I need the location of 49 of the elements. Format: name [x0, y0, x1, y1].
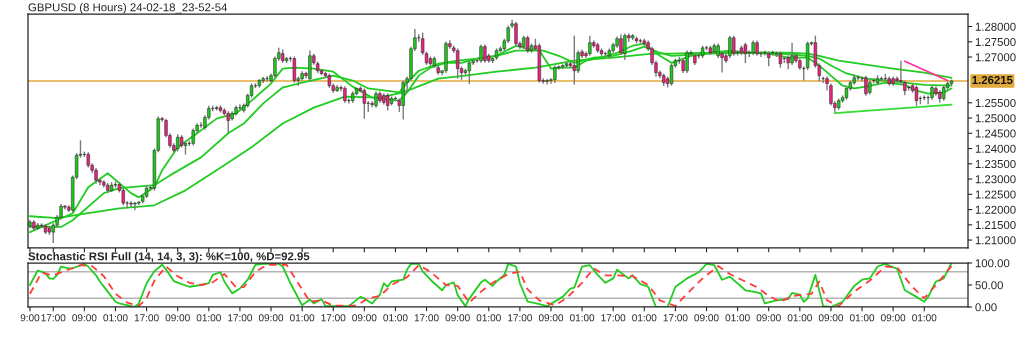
category-label: 09:00 [538, 314, 564, 322]
y-tick-label: 1.23000 [975, 175, 1016, 184]
category-label: 17:00 [601, 314, 626, 322]
chart-title: GBPUSD (8 Hours) 24-02-18_23-52-54 [28, 2, 228, 14]
y-tick-label: 1.24000 [975, 144, 1016, 153]
category-label: 9:00 [20, 314, 40, 322]
category-label: 09:00 [694, 314, 719, 322]
category-label: 09:00 [258, 314, 284, 322]
y-tick-label: 1.27000 [975, 53, 1016, 62]
category-label: 01:00 [569, 314, 595, 322]
category-label: 01:00 [476, 314, 501, 322]
category-label: 17:00 [321, 314, 346, 322]
y-tick-label: 0.00 [975, 303, 997, 312]
category-label: 01:00 [849, 314, 875, 322]
category-label: 17:00 [508, 314, 532, 322]
category-label: 01:00 [725, 314, 750, 322]
category-label: 17:00 [134, 314, 159, 322]
y-tick-label: 1.28000 [975, 22, 1016, 31]
y-tick-label: 1.23500 [975, 159, 1016, 169]
chart-title: Stochastic RSI Full (14, 14, 3, 3): %K=100, %D=92.95 [28, 251, 310, 263]
category-label: 09:00 [445, 314, 470, 322]
category-label: 09:00 [352, 314, 377, 322]
category-label: 01:00 [912, 314, 937, 322]
category-label: 01:00 [196, 314, 221, 322]
category-label: 09:00 [165, 314, 190, 322]
y-tick-label: 1.21000 [975, 236, 1016, 245]
category-label: 09:00 [818, 314, 844, 322]
category-label: 09:00 [881, 314, 906, 322]
y-tick-label: 1.27500 [975, 37, 1016, 46]
category-label: 01:00 [383, 314, 408, 322]
y-tick-label: 1.25000 [975, 114, 1016, 123]
category-label: 17:00 [663, 314, 688, 322]
y-tick-label: 1.24500 [975, 129, 1016, 138]
category-label: 01:00 [103, 314, 128, 322]
category-label: 17:00 [414, 314, 439, 322]
y-tick-label: 50.00 [975, 281, 1003, 290]
category-label: 17:00 [228, 314, 253, 322]
category-label: 01:00 [632, 314, 657, 322]
category-label: 09:00 [72, 314, 97, 322]
category-label: 01:00 [290, 314, 315, 322]
category-label: 09:00 [756, 314, 781, 322]
y-tick-label: 100.00 [975, 259, 1010, 268]
y-tick-label: 1.22500 [975, 190, 1016, 199]
category-label: 01:00 [787, 314, 812, 322]
y-tick-label: 1.22000 [975, 205, 1016, 214]
y-tick-label: 1.25500 [975, 98, 1016, 108]
category-label: 17:00 [41, 314, 66, 322]
ref-line-label: 1.26215 [972, 75, 1013, 85]
y-tick-label: 1.21500 [975, 220, 1016, 230]
